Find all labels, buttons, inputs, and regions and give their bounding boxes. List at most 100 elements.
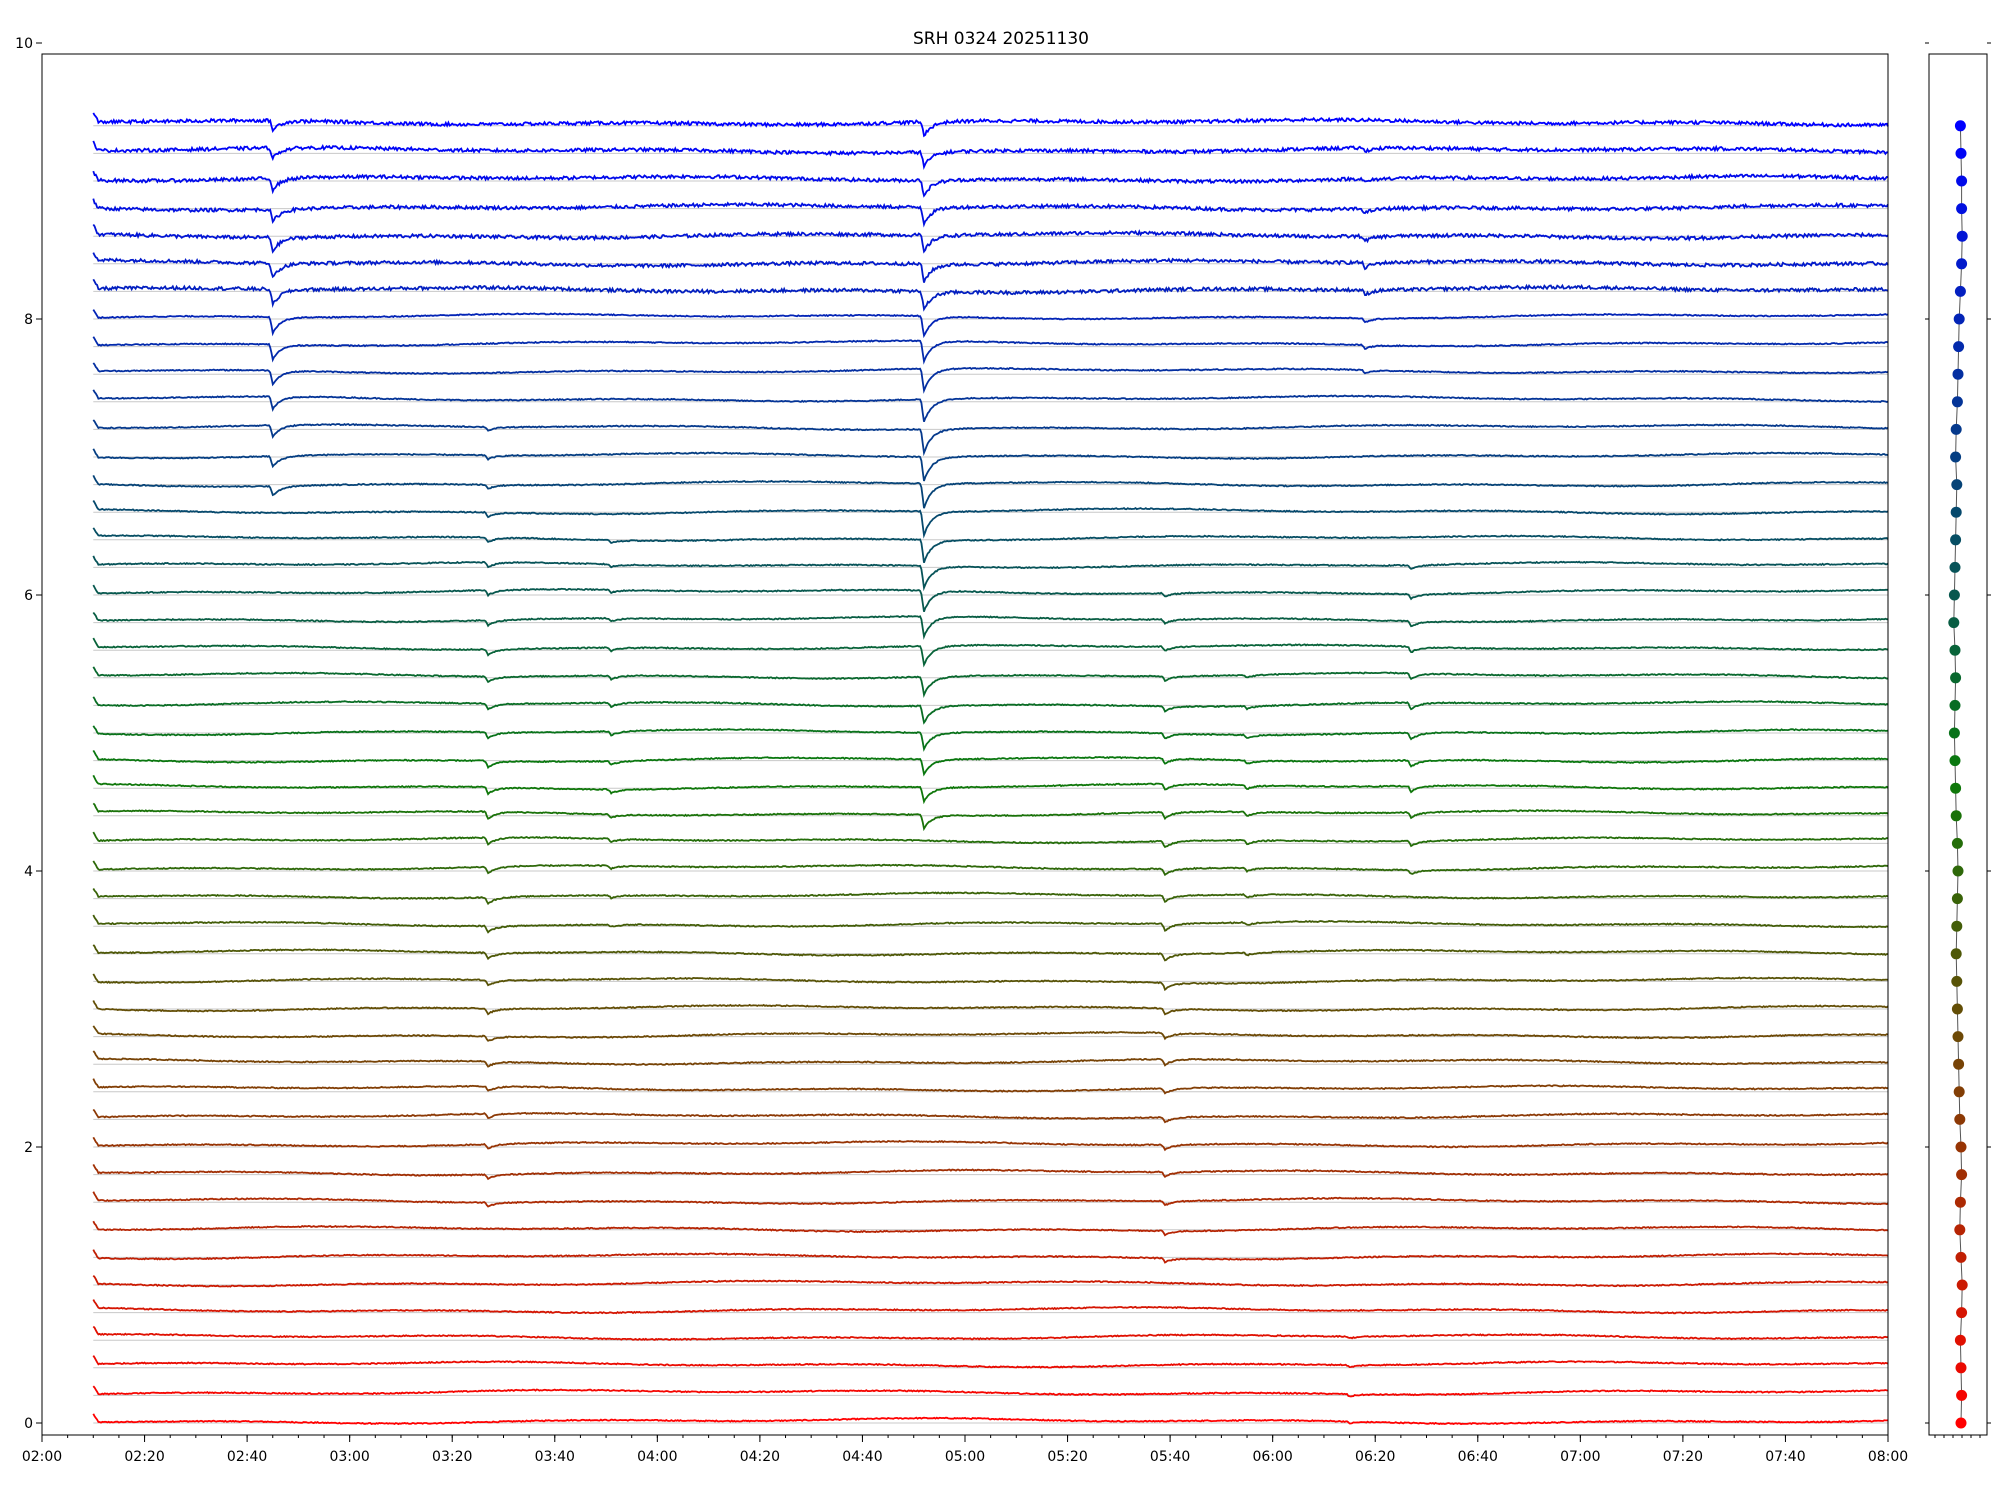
trace-line bbox=[92, 1050, 1889, 1068]
side-point bbox=[1949, 561, 1961, 573]
side-point bbox=[1952, 368, 1964, 380]
side-point bbox=[1950, 782, 1962, 794]
side-point bbox=[1956, 203, 1968, 215]
side-point bbox=[1950, 672, 1962, 684]
trace-line bbox=[92, 1025, 1889, 1042]
side-point bbox=[1954, 1334, 1966, 1346]
side-point bbox=[1951, 479, 1963, 491]
trace-line bbox=[92, 500, 1889, 539]
y-tick-label: 8 bbox=[24, 312, 33, 328]
x-tick-label: 02:20 bbox=[124, 1449, 164, 1465]
side-point bbox=[1956, 175, 1968, 187]
trace-line bbox=[92, 888, 1889, 906]
side-point bbox=[1949, 699, 1961, 711]
side-point bbox=[1950, 810, 1962, 822]
side-point bbox=[1954, 120, 1966, 132]
side-point bbox=[1954, 1196, 1966, 1208]
trace-line bbox=[92, 1274, 1889, 1288]
side-point bbox=[1955, 1417, 1967, 1429]
trace-line bbox=[92, 1299, 1889, 1315]
x-tick-label: 06:00 bbox=[1252, 1449, 1292, 1465]
side-point bbox=[1950, 451, 1962, 463]
trace-line bbox=[92, 1355, 1889, 1369]
side-point bbox=[1948, 727, 1960, 739]
y-tick-label: 0 bbox=[24, 1416, 33, 1432]
y-axis: 0 2 4 6 8 10 bbox=[15, 36, 42, 1432]
side-point bbox=[1953, 1086, 1965, 1098]
trace-line bbox=[92, 362, 1889, 394]
side-point bbox=[1948, 617, 1960, 629]
side-point bbox=[1953, 341, 1965, 353]
side-point bbox=[1951, 920, 1963, 932]
x-axis: 02:00 02:20 02:40 03:00 03:20 03:40 04:00 04:20… bbox=[22, 1435, 1908, 1465]
trace-line bbox=[92, 527, 1889, 563]
side-point bbox=[1948, 589, 1960, 601]
side-point bbox=[1952, 1031, 1964, 1043]
side-profile-points bbox=[1948, 120, 1968, 1429]
chart-title: SRH 0324 20251130 bbox=[913, 29, 1089, 49]
y-tick-label: 4 bbox=[24, 864, 33, 880]
x-tick-label: 04:00 bbox=[637, 1449, 677, 1465]
x-tick-label: 05:00 bbox=[945, 1449, 985, 1465]
trace-line bbox=[92, 1136, 1889, 1152]
side-point bbox=[1956, 1307, 1968, 1319]
trace-line bbox=[92, 637, 1889, 668]
side-point bbox=[1949, 644, 1961, 656]
trace-line bbox=[92, 725, 1889, 752]
y-tick-label: 6 bbox=[24, 588, 33, 604]
side-axis-ticks bbox=[1925, 42, 1991, 1438]
x-tick-label: 03:40 bbox=[535, 1449, 575, 1465]
trace-line bbox=[92, 774, 1889, 805]
trace-line bbox=[92, 914, 1889, 934]
side-point bbox=[1956, 258, 1968, 270]
trace-line bbox=[92, 611, 1889, 640]
side-point bbox=[1955, 1251, 1967, 1263]
side-point bbox=[1951, 975, 1963, 987]
trace-line bbox=[92, 749, 1889, 777]
x-tick-label: 03:20 bbox=[432, 1449, 472, 1465]
side-point bbox=[1953, 313, 1965, 325]
x-tick-label: 07:00 bbox=[1560, 1449, 1600, 1465]
trace-line bbox=[92, 860, 1889, 877]
trace-line bbox=[92, 389, 1889, 423]
trace-line bbox=[92, 1191, 1889, 1208]
x-tick-label: 04:40 bbox=[842, 1449, 882, 1465]
trace-lines bbox=[92, 112, 1889, 1426]
trace-line bbox=[92, 1163, 1889, 1181]
x-tick-label: 03:00 bbox=[329, 1449, 369, 1465]
side-point bbox=[1954, 285, 1966, 297]
side-point bbox=[1956, 1169, 1968, 1181]
trace-line bbox=[92, 1325, 1889, 1341]
side-plot-frame bbox=[1928, 53, 1988, 1436]
side-point bbox=[1952, 865, 1964, 877]
trace-line bbox=[92, 1108, 1889, 1124]
trace-line bbox=[92, 278, 1889, 312]
trace-line bbox=[92, 666, 1888, 699]
side-point bbox=[1949, 755, 1961, 767]
side-point bbox=[1955, 1141, 1967, 1153]
x-tick-label: 08:00 bbox=[1868, 1449, 1908, 1465]
trace-line bbox=[92, 1000, 1889, 1016]
trace-line bbox=[92, 223, 1889, 254]
x-tick-label: 05:40 bbox=[1150, 1449, 1190, 1465]
x-tick-label: 02:40 bbox=[227, 1449, 267, 1465]
trace-line bbox=[92, 112, 1889, 138]
trace-line bbox=[92, 696, 1889, 725]
side-point bbox=[1953, 1058, 1965, 1070]
side-point bbox=[1950, 506, 1962, 518]
side-point bbox=[1951, 893, 1963, 905]
side-point bbox=[1955, 1362, 1967, 1374]
y-tick-label: 2 bbox=[24, 1140, 33, 1156]
trace-line bbox=[92, 944, 1889, 962]
side-point bbox=[1950, 423, 1962, 435]
x-tick-label: 02:00 bbox=[22, 1449, 62, 1465]
trace-line bbox=[92, 831, 1889, 849]
x-tick-label: 06:20 bbox=[1355, 1449, 1395, 1465]
trace-line bbox=[92, 419, 1889, 457]
x-tick-label: 06:40 bbox=[1458, 1449, 1498, 1465]
trace-line bbox=[92, 198, 1889, 228]
trace-line bbox=[92, 1385, 1889, 1398]
trace-line bbox=[92, 140, 1889, 170]
trace-line bbox=[92, 1249, 1889, 1264]
trace-line bbox=[92, 802, 1889, 832]
